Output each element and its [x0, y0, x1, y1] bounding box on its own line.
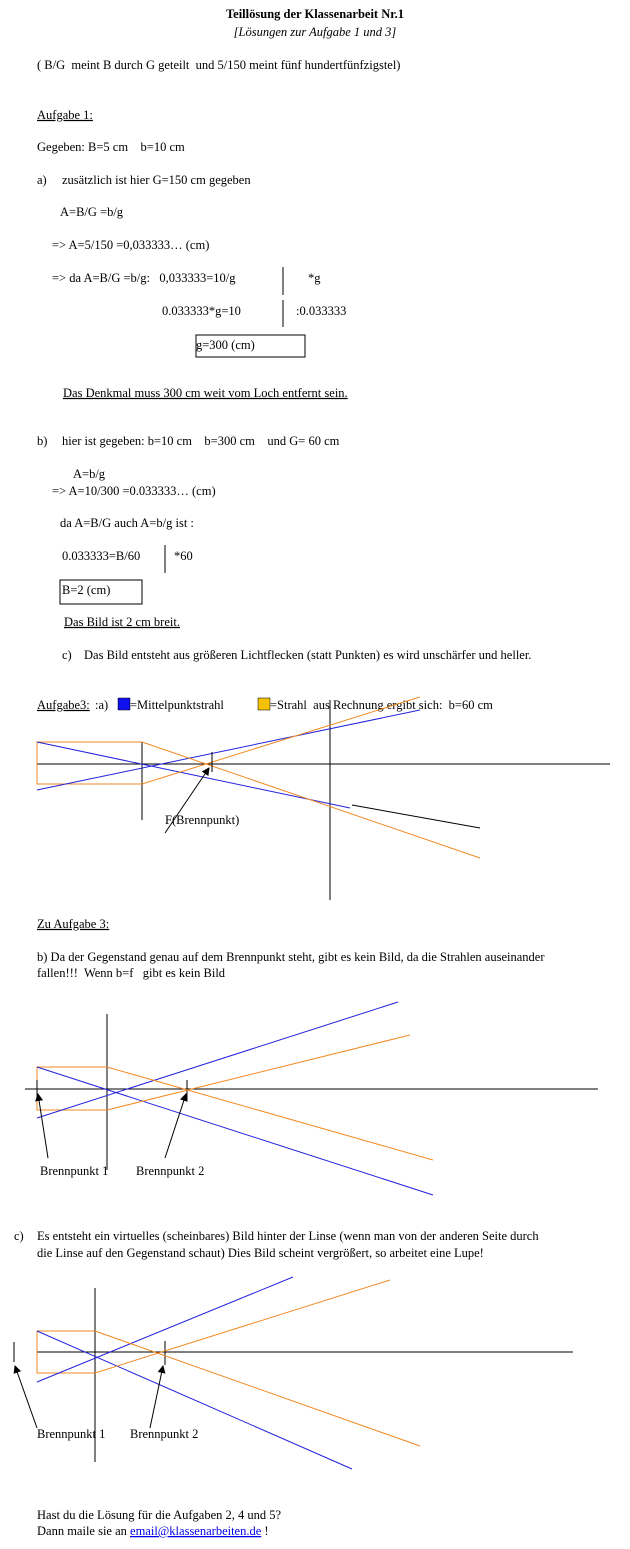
text: zusätzlich ist hier G=150 cm gegeben	[62, 173, 251, 187]
title: Teillösung der Klassenarbeit Nr.1	[226, 7, 404, 21]
text: fallen!!! Wenn b=f gibt es kein Bild	[37, 966, 226, 980]
heading: Aufgabe 1:	[37, 108, 93, 122]
text: die Linse auf den Gegenstand schaut) Die…	[37, 1246, 484, 1260]
formula: 0.033333=B/60	[62, 549, 140, 563]
diagram	[13, 1276, 573, 1470]
diagram	[25, 1001, 598, 1196]
diagram-label: F(Brennpunkt)	[165, 813, 239, 827]
legend-swatch	[117, 697, 131, 711]
result-box	[59, 579, 143, 605]
heading: Zu Aufgabe 3:	[37, 917, 109, 931]
marker: a)	[37, 173, 47, 187]
result: g=300 (cm)	[196, 338, 255, 352]
answer: Das Denkmal muss 300 cm weit vom Loch en…	[63, 386, 348, 400]
diagram-label: Brennpunkt 2	[136, 1164, 204, 1178]
formula: A=b/g	[73, 467, 106, 481]
formula: :0.033333	[296, 304, 346, 318]
answer: Das Bild ist 2 cm breit.	[64, 615, 180, 629]
footer-text: Hast du die Lösung für die Aufgaben 2, 4…	[37, 1508, 282, 1522]
footer-suffix: !	[261, 1524, 268, 1538]
subtitle: [Lösungen zur Aufgabe 1 und 3]	[234, 25, 397, 39]
email-link[interactable]: email@klassenarbeiten.de	[130, 1524, 262, 1538]
note: ( B/G meint B durch G geteilt und 5/150 …	[37, 58, 400, 72]
marker: b)	[37, 434, 47, 448]
formula: *60	[174, 549, 193, 563]
diagram	[36, 696, 610, 900]
legend-text: =Mittelpunktstrahl	[130, 698, 224, 712]
part: :a)	[95, 698, 108, 712]
formula: => A=5/150 =0,033333… (cm)	[52, 238, 209, 252]
text: hier ist gegeben: b=10 cm b=300 cm und G…	[62, 434, 340, 448]
formula: 0.033333*g=10	[162, 304, 241, 318]
text: b) Da der Gegenstand genau auf dem Brenn…	[37, 950, 545, 964]
text: Das Bild entsteht aus größeren Lichtflec…	[84, 648, 531, 662]
result-box	[195, 334, 306, 358]
marker: c)	[14, 1229, 24, 1243]
marker: c)	[62, 648, 72, 662]
result: B=2 (cm)	[62, 583, 110, 597]
text: Es entsteht ein virtuelles (scheinbares)…	[37, 1229, 539, 1243]
footer-text: Dann maile sie an email@klassenarbeiten.…	[37, 1524, 269, 1538]
formula: => A=10/300 =0.033333… (cm)	[52, 484, 216, 498]
legend-swatch	[257, 697, 271, 711]
given: Gegeben: B=5 cm b=10 cm	[37, 140, 185, 154]
footer-prefix: Dann maile sie an	[37, 1524, 130, 1538]
legend-text: =Strahl aus Rechnung ergibt sich: b=60 c…	[270, 698, 493, 712]
diagram-label: Brennpunkt 1	[37, 1427, 105, 1441]
formula: *g	[308, 271, 321, 285]
formula: A=B/G =b/g	[60, 205, 124, 219]
diagram-label: Brennpunkt 1	[40, 1164, 108, 1178]
diagram-label: Brennpunkt 2	[130, 1427, 198, 1441]
heading: Aufgabe3:	[37, 698, 90, 712]
formula: => da A=B/G =b/g: 0,033333=10/g	[52, 271, 236, 285]
formula: da A=B/G auch A=b/g ist :	[60, 516, 194, 530]
